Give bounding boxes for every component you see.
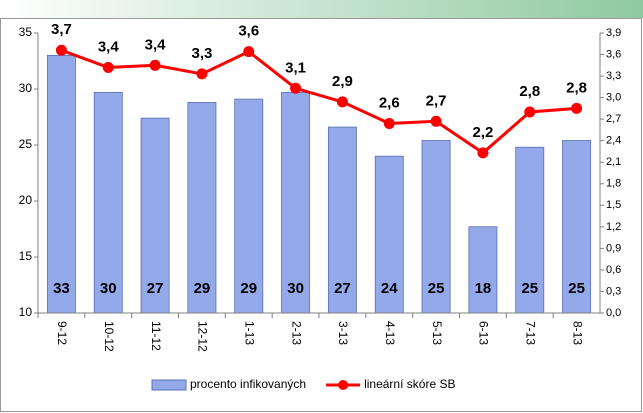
line-label: 3,4 [145, 36, 167, 53]
y2-tick-label: 1,2 [606, 221, 621, 233]
x-tick-label: 4-13 [383, 321, 397, 345]
y2-tick-label: 3,6 [606, 48, 621, 60]
bar-label: 24 [381, 280, 398, 297]
legend-label: procento infikovaných [190, 377, 306, 391]
bar-label: 30 [100, 280, 117, 297]
y2-tick-label: 1,5 [606, 199, 621, 211]
line-label: 3,1 [285, 59, 306, 76]
x-tick-label: 12-12 [196, 321, 210, 352]
bar [93, 91, 123, 314]
x-tick-label: 7-13 [524, 321, 538, 345]
line-label: 2,6 [379, 94, 400, 111]
line [60, 48, 577, 155]
legend-swatch [151, 379, 187, 391]
y-tick-label: 35 [19, 25, 33, 39]
bar-label: 25 [428, 280, 445, 297]
bar-label: 27 [334, 280, 351, 297]
bar-label: 25 [521, 280, 538, 297]
y-tick-label: 15 [19, 249, 33, 263]
line-marker [571, 102, 583, 114]
line-label: 2,8 [519, 83, 540, 100]
y2-tick-label: 2,1 [606, 156, 621, 168]
y2-tick-label: 3,0 [606, 92, 621, 104]
line-marker [524, 106, 536, 118]
y-tick-label: 10 [19, 305, 33, 319]
line-marker [383, 117, 395, 129]
bar [234, 98, 264, 314]
legend-label: lineární skóre SB [364, 377, 455, 391]
bar-label: 33 [53, 280, 70, 297]
bar [374, 155, 404, 314]
line-label: 2,2 [472, 124, 493, 141]
bar [187, 102, 217, 314]
line-marker [430, 115, 442, 127]
y-tick-label: 25 [19, 137, 33, 151]
bar-label: 29 [194, 280, 211, 297]
y2-tick-label: 0,3 [606, 285, 621, 297]
line-label: 3,6 [238, 23, 259, 40]
legend-marker [338, 380, 349, 390]
line-label: 3,7 [51, 21, 72, 38]
y2-tick-label: 1,8 [606, 178, 621, 190]
bar [562, 140, 592, 314]
line-label: 2,7 [426, 92, 447, 109]
line-marker [55, 44, 67, 56]
x-tick-label: 11-12 [149, 321, 163, 351]
x-tick-label: 5-13 [430, 321, 444, 345]
line-label: 3,4 [98, 38, 120, 55]
bar-label: 25 [568, 280, 585, 297]
bar-label: 18 [475, 280, 492, 297]
bar-label: 30 [287, 280, 304, 297]
header-strip [0, 0, 643, 18]
line-marker [477, 147, 489, 159]
line-marker [196, 68, 208, 80]
bar-label: 27 [147, 280, 164, 297]
x-tick-label: 10-12 [102, 321, 116, 352]
x-tick-label: 2-13 [289, 321, 303, 345]
bar [327, 126, 357, 314]
x-tick-label: 1-13 [243, 321, 257, 345]
line-label: 2,8 [566, 79, 587, 96]
y2-tick-label: 2,7 [606, 113, 621, 125]
bar [468, 226, 498, 314]
y-tick-label: 20 [19, 193, 33, 207]
x-tick-label: 8-13 [570, 321, 584, 345]
line-marker [243, 46, 255, 58]
line-marker [336, 96, 348, 108]
x-tick-label: 3-13 [336, 321, 350, 345]
x-tick-label: 6-13 [477, 321, 491, 345]
y2-tick-label: 0,0 [606, 307, 621, 319]
y2-tick-label: 0,6 [606, 264, 621, 276]
line-marker [149, 59, 161, 71]
y2-tick-label: 2,4 [606, 135, 621, 147]
bar [46, 55, 76, 314]
bar [515, 146, 545, 314]
y2-tick-label: 3,3 [606, 70, 621, 82]
line-label: 2,9 [332, 73, 353, 90]
line-marker [102, 61, 114, 73]
bar-label: 29 [240, 280, 257, 297]
y2-tick-label: 0,9 [606, 242, 621, 254]
y-tick-label: 30 [19, 81, 33, 95]
x-tick-label: 9-12 [55, 321, 69, 345]
line-label: 3,3 [191, 45, 212, 62]
bar [421, 140, 451, 314]
line-marker [290, 82, 302, 94]
bar [281, 91, 311, 314]
y2-tick-label: 3,9 [606, 27, 621, 39]
